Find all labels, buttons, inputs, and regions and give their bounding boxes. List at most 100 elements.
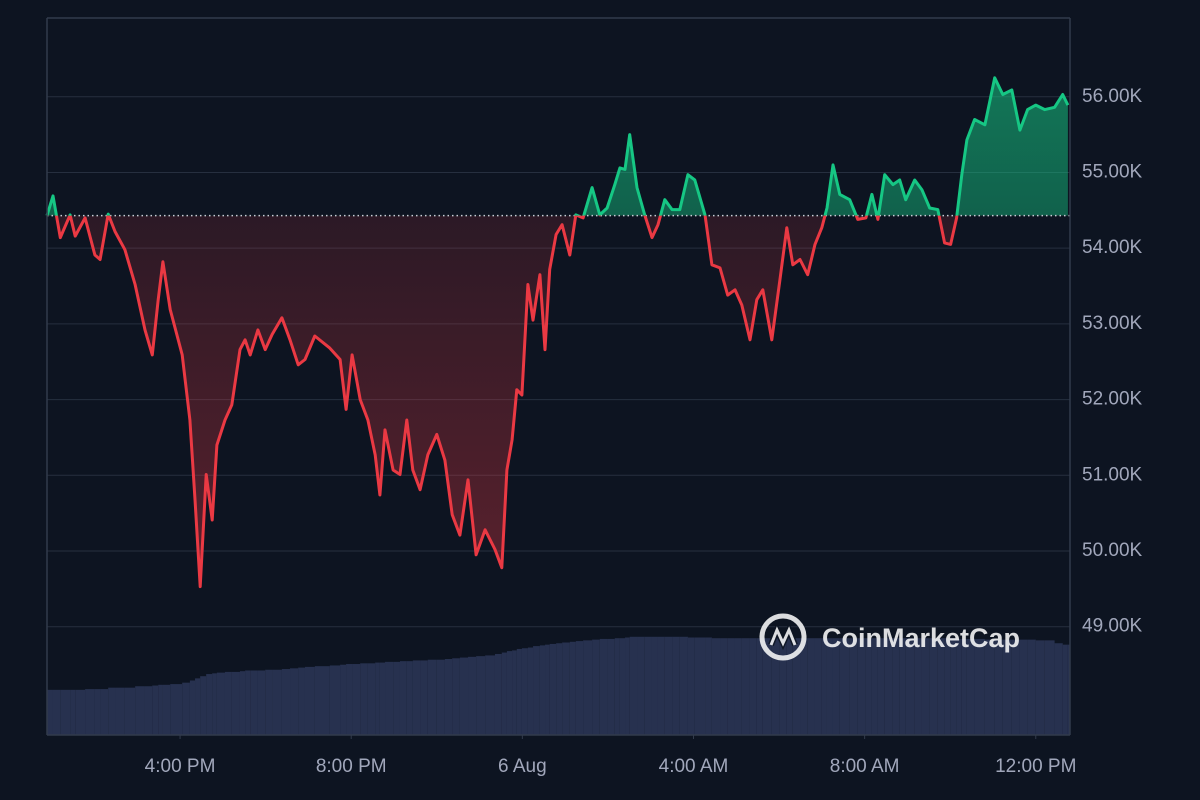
volume-bar [1035, 640, 1045, 735]
volume-bar [527, 647, 534, 735]
watermark: CoinMarketCap [759, 613, 1020, 661]
volume-bar [182, 682, 190, 735]
y-tick-label: 49.00K [1082, 616, 1143, 637]
volume-bar [857, 638, 866, 735]
volume-bar [637, 636, 645, 735]
volume-bar [756, 638, 763, 735]
volume-layer [47, 636, 1070, 735]
volume-bar [290, 668, 299, 735]
volume-bar [672, 636, 680, 735]
y-tick-label: 55.00K [1082, 161, 1143, 182]
volume-bar [1044, 640, 1055, 735]
volume-bar [800, 638, 808, 735]
volume-bar [877, 638, 885, 735]
volume-bar [158, 684, 163, 735]
watermark-logo-mark [769, 626, 797, 647]
volume-bar [399, 661, 407, 735]
volume-bar [250, 670, 258, 735]
volume-bar [459, 657, 469, 735]
volume-bar [427, 659, 437, 735]
volume-bar [231, 671, 240, 735]
x-tick-label: 8:00 AM [830, 756, 900, 777]
price-layer [45, 76, 1070, 589]
price-line-below [47, 215, 959, 589]
volume-bar [379, 662, 386, 735]
volume-bar [705, 637, 712, 735]
volume-bar [124, 687, 136, 735]
volume-bar [871, 638, 878, 735]
volume-bar [216, 672, 225, 735]
volume-bar [85, 689, 95, 735]
volume-bar [206, 674, 213, 735]
volume-bar [352, 664, 361, 735]
volume-bar [599, 638, 608, 735]
volume-bar [60, 689, 71, 735]
volume-bar [792, 638, 801, 735]
volume-bar [100, 689, 109, 735]
volume-bar [644, 636, 652, 735]
volume-bar [1054, 643, 1063, 735]
volume-bar [512, 650, 517, 735]
volume-bar [1011, 639, 1020, 735]
volume-bar [144, 686, 153, 735]
volume-bar [314, 666, 330, 735]
volume-bar [533, 646, 540, 735]
volume-bar [741, 638, 750, 735]
volume-bar [679, 636, 688, 735]
volume-bar [485, 655, 495, 735]
volume-bar [545, 644, 550, 735]
volume-bar [200, 676, 207, 735]
volume-bar [914, 638, 922, 735]
volume-bar [884, 638, 893, 735]
volume-bar [47, 689, 53, 735]
volume-bar [212, 673, 217, 735]
volume-bar [984, 639, 995, 735]
volume-bar [807, 638, 815, 735]
volume-bar [549, 643, 557, 735]
x-tick-label: 6 Aug [498, 756, 547, 777]
axis-layer: 49.00K 50.00K 51.00K 52.00K 53.00K 54.00K 55.0… [46, 17, 1143, 777]
volume-bar [494, 653, 502, 735]
volume-bar [245, 670, 251, 735]
volume-bar [921, 638, 930, 735]
volume-bar [516, 648, 522, 735]
volume-bar [385, 661, 394, 735]
volume-bar [257, 670, 266, 735]
volume-bar [329, 665, 341, 735]
volume-bar [94, 689, 101, 735]
volume-bar [694, 637, 706, 735]
volume-bar [865, 638, 872, 735]
volume-bar [501, 652, 507, 735]
volume-bar [1067, 644, 1070, 735]
volume-bar [1002, 639, 1012, 735]
volume-bar [521, 648, 528, 735]
y-tick-label: 54.00K [1082, 237, 1143, 258]
volume-bar [539, 645, 546, 735]
volume-bar [832, 638, 840, 735]
volume-bar [994, 639, 1003, 735]
volume-bar [929, 638, 938, 735]
volume-bar [956, 638, 962, 735]
y-tick-label: 56.00K [1082, 86, 1143, 107]
x-tick-label: 4:00 PM [145, 756, 216, 777]
volume-bar [961, 638, 967, 735]
volume-bar [905, 638, 915, 735]
volume-bar [814, 638, 822, 735]
volume-bar [170, 684, 183, 735]
volume-bar [950, 638, 957, 735]
volume-bar [135, 686, 145, 735]
volume-bar [779, 638, 787, 735]
volume-bar [619, 638, 626, 735]
y-tick-label: 52.00K [1082, 389, 1143, 410]
volume-bar [298, 667, 305, 735]
volume-bar [346, 664, 353, 735]
volume-bar [944, 638, 951, 735]
volume-bar [1019, 639, 1028, 735]
volume-bar [625, 637, 630, 735]
watermark-logo [759, 613, 807, 661]
volume-bar [195, 678, 201, 735]
volume-bar [556, 643, 563, 735]
volume-bar [826, 638, 833, 735]
volume-bar [569, 641, 576, 735]
